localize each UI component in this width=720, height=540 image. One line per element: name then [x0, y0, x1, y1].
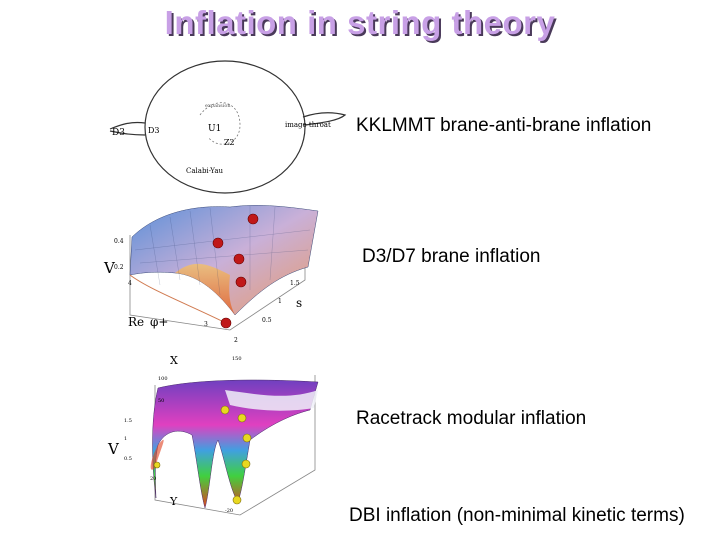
v-tick: 0.5 — [124, 456, 132, 462]
x-tick: 100 — [158, 376, 168, 382]
v-tick: 1 — [124, 436, 127, 442]
z2-label: Z2 — [224, 138, 235, 147]
trajectory-point — [235, 276, 247, 288]
re-tick: 2 — [234, 337, 238, 344]
v-axis-label: V — [103, 259, 116, 277]
racetrack-potential-plot: X 150 100 50 V 1.5 1 0.5 Y 20 -20 — [107, 354, 319, 516]
re-tick: 4 — [128, 280, 132, 287]
s-tick: 1 — [278, 298, 282, 305]
v-tick: 0.2 — [114, 264, 124, 271]
calabi-yau-diagram: D3 D3 U1 Z2 expansion image throat Calab… — [109, 60, 347, 194]
trajectory-point — [232, 495, 242, 505]
trajectory-point — [212, 237, 224, 249]
trajectory-point — [242, 433, 252, 443]
label-kklmmt: KKLMMT brane-anti-brane inflation — [356, 115, 652, 136]
x-tick: 150 — [232, 356, 242, 362]
trajectory-point — [220, 317, 232, 329]
v-tick: 1.5 — [124, 418, 132, 424]
s-tick: 0.5 — [262, 317, 272, 324]
trajectory-point — [233, 253, 245, 265]
s-axis-label: s — [296, 296, 302, 310]
d3d7-potential-plot: V 0.4 0.2 s 1.5 1 0.5 4 3 2 Re φ+ — [103, 205, 319, 344]
trajectory-point — [237, 413, 247, 423]
u1-label: U1 — [208, 124, 221, 134]
s-tick: 1.5 — [290, 280, 300, 287]
trajectory-point — [241, 459, 251, 469]
x-axis-label: X — [170, 354, 178, 367]
arc-label: expansion — [205, 103, 231, 109]
re-tick: 3 — [204, 321, 208, 328]
d3-label: D3 — [148, 126, 160, 135]
calabi-yau-label: Calabi-Yau — [186, 167, 224, 175]
d3bar-label: D3 — [112, 128, 125, 138]
label-dbi: DBI inflation (non-minimal kinetic terms… — [349, 505, 685, 526]
v-axis-label: V — [107, 440, 120, 458]
trajectory-point — [220, 405, 230, 415]
y-axis-label: Y — [169, 495, 178, 508]
x-tick: 50 — [158, 398, 164, 404]
trajectory-point — [153, 461, 161, 469]
y-tick: -20 — [225, 508, 233, 514]
re-axis-label: Re — [128, 315, 144, 329]
y-tick: 20 — [150, 476, 156, 482]
throat-label: image throat — [285, 121, 331, 129]
trajectory-point — [247, 213, 259, 225]
phi-axis-label: φ+ — [150, 315, 168, 329]
label-d3d7: D3/D7 brane inflation — [362, 246, 541, 267]
label-racetrack: Racetrack modular inflation — [356, 408, 587, 429]
v-tick: 0.4 — [114, 238, 124, 245]
slide-title: Inflation in string theory — [164, 4, 556, 41]
